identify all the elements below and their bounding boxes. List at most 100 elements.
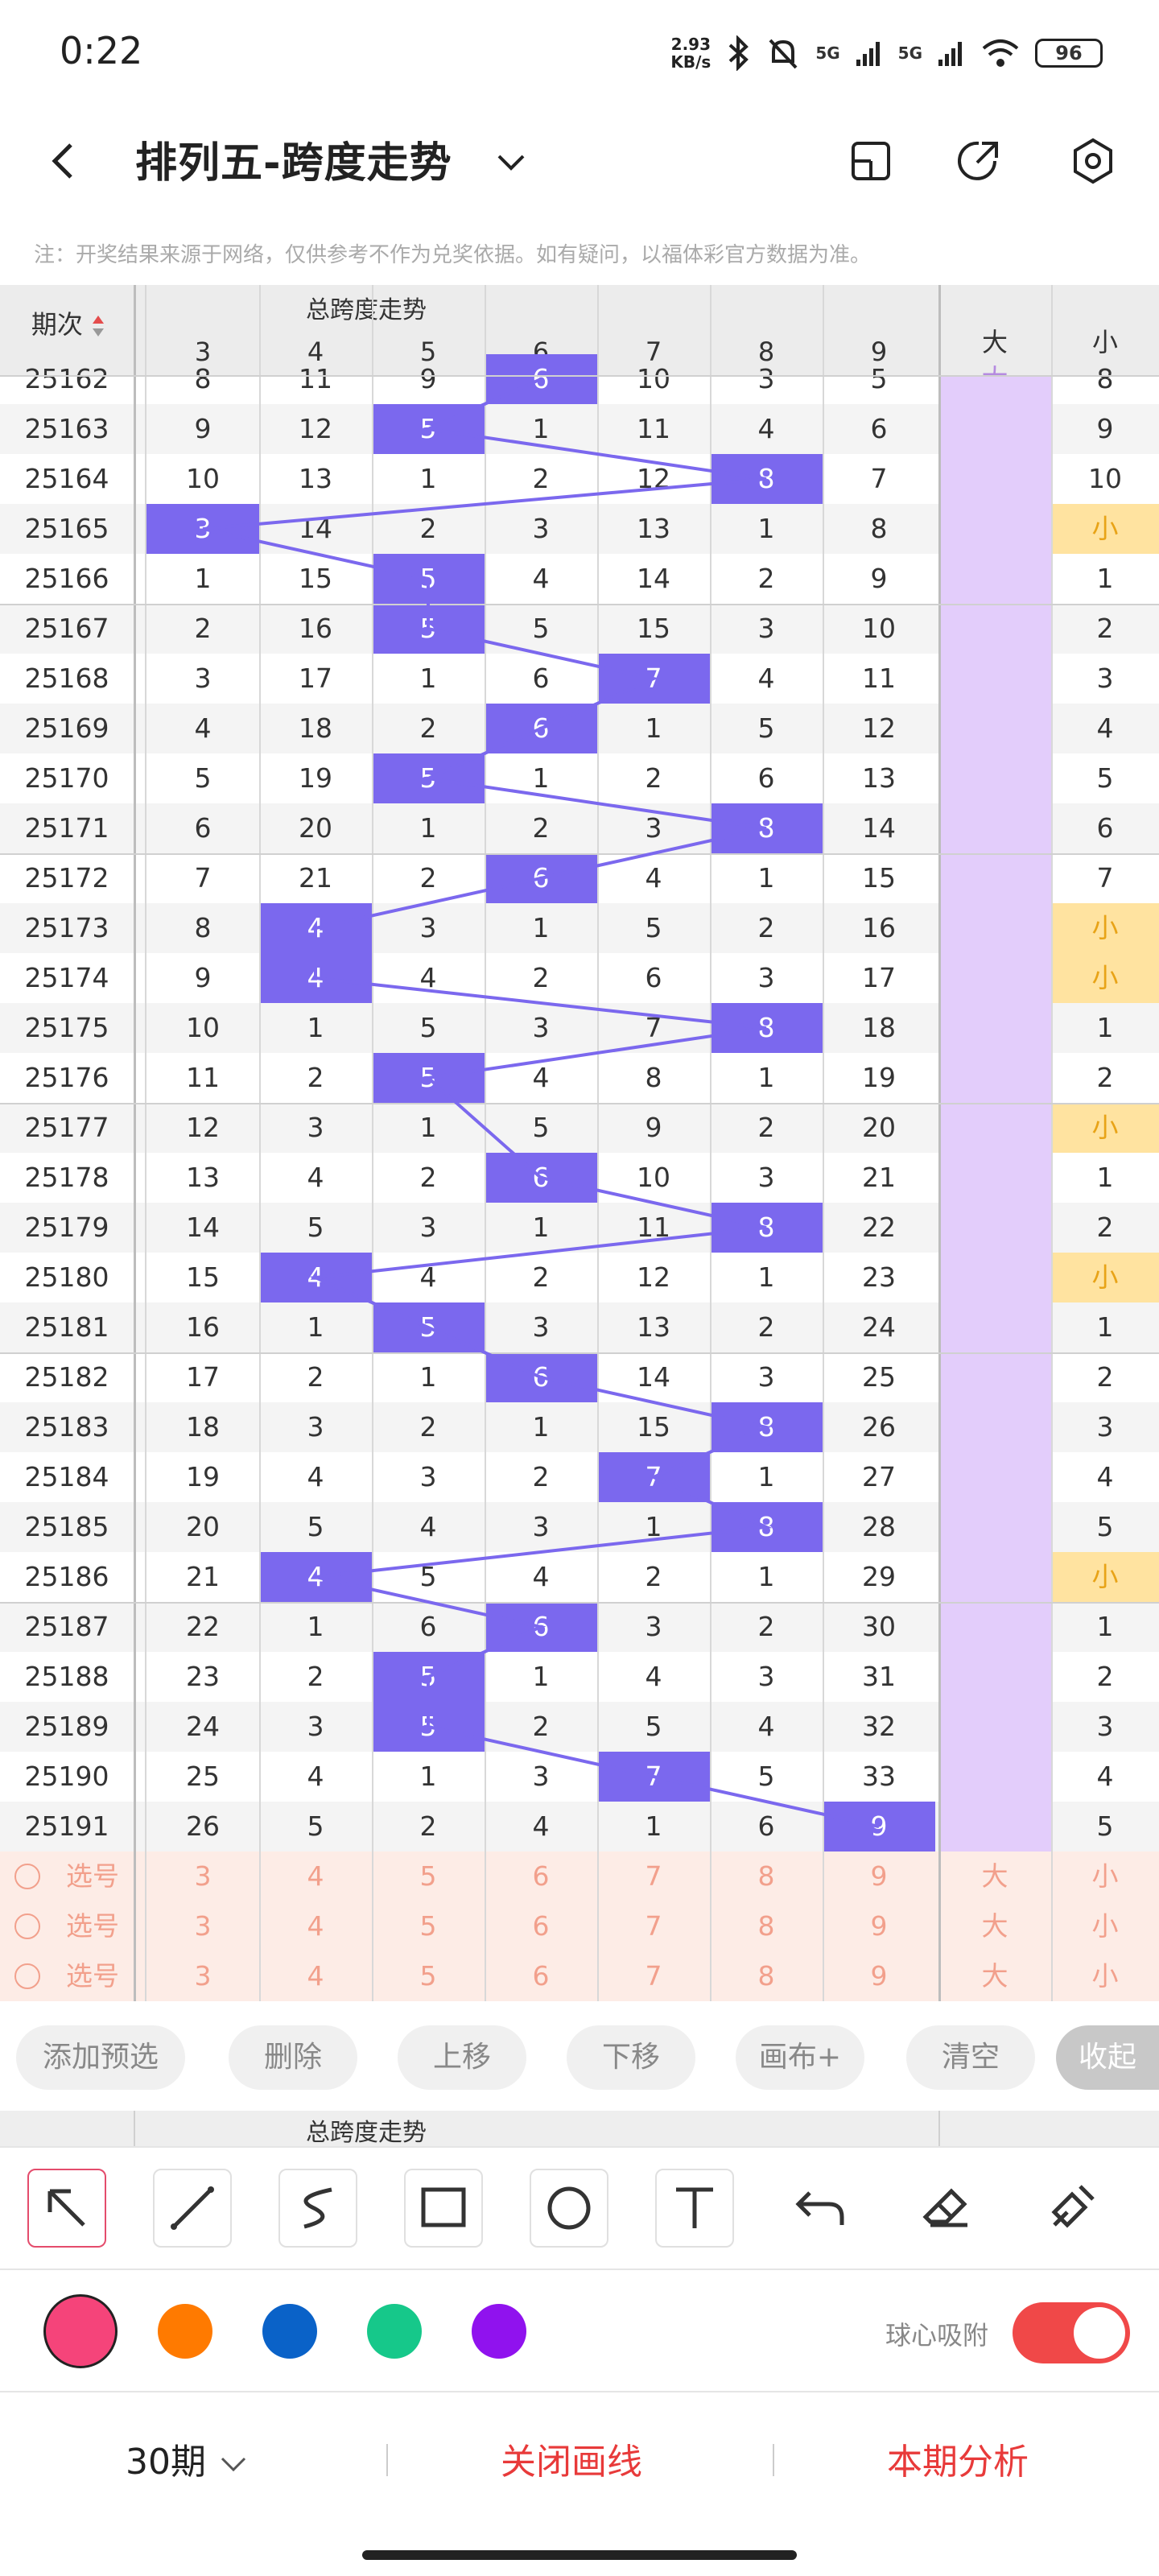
pick-number[interactable]: 8 [757, 1910, 775, 1942]
circle-tool-button[interactable] [530, 2169, 608, 2248]
miss-cell: 15 [862, 862, 896, 894]
pick-size[interactable]: 小 [1091, 1910, 1119, 1942]
color-swatch-pink[interactable] [43, 2294, 118, 2368]
grid-line [710, 285, 711, 2001]
miss-cell: 14 [637, 563, 670, 594]
color-swatch-blue[interactable] [262, 2304, 317, 2359]
color-swatch-orange[interactable] [158, 2304, 212, 2359]
delete-button[interactable]: 删除 [229, 2025, 357, 2090]
miss-cell: 10 [862, 613, 896, 644]
pick-size[interactable]: 大 [981, 1910, 1008, 1942]
pick-number[interactable]: 4 [307, 1960, 324, 1992]
pick-number[interactable]: 8 [757, 1960, 775, 1992]
miss-cell: 26 [862, 1411, 896, 1443]
table-row[interactable]: 251781342610321大1 [0, 1153, 1159, 1203]
clear-drawing-button[interactable] [1032, 2169, 1111, 2248]
miss-cell: 5 [757, 1761, 775, 1792]
miss-cell: 21 [862, 1162, 896, 1193]
miss-cell: 4 [757, 413, 775, 444]
eraser-button[interactable] [906, 2169, 985, 2248]
miss-cell: 2 [757, 1611, 775, 1642]
pick-number[interactable]: 8 [757, 1860, 775, 1892]
miss-cell: 17 [299, 663, 332, 694]
pick-number[interactable]: 3 [194, 1860, 212, 1892]
miss-cell: 22 [862, 1212, 896, 1243]
miss-cell: 9 [645, 1112, 662, 1143]
miss-cell: 1 [757, 1062, 775, 1093]
miss-cell: 2 [532, 1461, 550, 1492]
pick-number[interactable]: 7 [645, 1960, 662, 1992]
pick-number[interactable]: 6 [532, 1860, 550, 1892]
pick-radio[interactable] [14, 1864, 40, 1889]
pick-size[interactable]: 大 [981, 1860, 1008, 1892]
pick-number[interactable]: 9 [870, 1860, 888, 1892]
table-row[interactable]: 25175101537818大1 [0, 1003, 1159, 1053]
pick-number[interactable]: 5 [419, 1910, 437, 1942]
pick-label: 选号 [66, 1960, 119, 1992]
table-row[interactable]: 25162811961035大8 [0, 354, 1159, 404]
miss-cell: 5 [307, 1810, 324, 1842]
arrow-tool-button[interactable] [27, 2169, 106, 2248]
pick-size[interactable]: 小 [1091, 1960, 1119, 1992]
pick-row[interactable]: 选号 3 4 5 6 7 8 9 大 小 [0, 1901, 1159, 1951]
rectangle-tool-button[interactable] [404, 2169, 483, 2248]
small-cell: 3 [1096, 1711, 1114, 1742]
pick-number[interactable]: 3 [194, 1960, 212, 1992]
share-icon[interactable] [955, 137, 1003, 185]
pick-size[interactable]: 小 [1091, 1860, 1119, 1892]
small-cell: 1 [1096, 1611, 1114, 1642]
pick-radio[interactable] [14, 1913, 40, 1939]
collapse-button[interactable]: 收起 [1056, 2025, 1159, 2090]
period-cell: 25172 [24, 862, 109, 894]
settings-icon[interactable] [1069, 137, 1117, 185]
miss-cell: 4 [419, 962, 437, 993]
close-lines-button[interactable]: 关闭画线 [501, 2442, 642, 2483]
pick-row[interactable]: 选号 3 4 5 6 7 8 9 大 小 [0, 1852, 1159, 1901]
canvas-add-button[interactable]: 画布+ [736, 2025, 864, 2090]
snap-toggle[interactable] [1013, 2302, 1130, 2363]
pick-number[interactable]: 6 [532, 1910, 550, 1942]
curve-tool-button[interactable] [278, 2169, 357, 2248]
pick-number[interactable]: 6 [532, 1960, 550, 1992]
miss-cell: 3 [532, 1511, 550, 1542]
miss-cell: 9 [194, 413, 212, 444]
text-tool-button[interactable] [655, 2169, 734, 2248]
page-title[interactable]: 排列五-跨度走势 [135, 139, 452, 188]
periods-selector[interactable]: 30期 [126, 2433, 250, 2484]
miss-cell: 1 [419, 812, 437, 844]
bottom-bar: 30期 关闭画线 本期分析 [0, 2391, 1159, 2529]
pick-number[interactable]: 5 [419, 1860, 437, 1892]
undo-button[interactable] [781, 2169, 860, 2248]
pick-number[interactable]: 4 [307, 1860, 324, 1892]
line-tool-icon [171, 2186, 214, 2230]
phone-layout-icon[interactable] [847, 137, 895, 185]
pick-number[interactable]: 4 [307, 1910, 324, 1942]
move-down-button[interactable]: 下移 [567, 2025, 695, 2090]
miss-cell: 2 [532, 463, 550, 494]
table-row[interactable]: 25170519512613大5 [0, 753, 1159, 803]
sort-icon[interactable] [91, 314, 105, 338]
pick-number[interactable]: 7 [645, 1910, 662, 1942]
small-cell: 10 [1088, 463, 1122, 494]
move-up-button[interactable]: 上移 [398, 2025, 526, 2090]
chevron-down-icon[interactable] [491, 142, 531, 182]
pick-row[interactable]: 选号 3 4 5 6 7 8 9 大 小 [0, 1951, 1159, 2001]
pick-number[interactable]: 3 [194, 1910, 212, 1942]
back-arrow-icon[interactable] [40, 137, 89, 185]
pick-size[interactable]: 大 [981, 1960, 1008, 1992]
pick-radio[interactable] [14, 1963, 40, 1989]
color-swatch-green[interactable] [367, 2304, 422, 2359]
pick-number[interactable]: 5 [419, 1960, 437, 1992]
clear-button[interactable]: 清空 [906, 2025, 1035, 2090]
pick-number[interactable]: 9 [870, 1910, 888, 1942]
analysis-button[interactable]: 本期分析 [887, 2442, 1029, 2483]
separator [773, 2444, 774, 2476]
color-swatch-purple[interactable] [472, 2304, 526, 2359]
pick-number[interactable]: 7 [645, 1860, 662, 1892]
pick-number[interactable]: 9 [870, 1960, 888, 1992]
miss-cell: 3 [645, 812, 662, 844]
line-tool-button[interactable] [153, 2169, 232, 2248]
add-preselect-button[interactable]: 添加预选 [16, 2025, 185, 2090]
period-header[interactable]: 期次 [0, 304, 137, 341]
